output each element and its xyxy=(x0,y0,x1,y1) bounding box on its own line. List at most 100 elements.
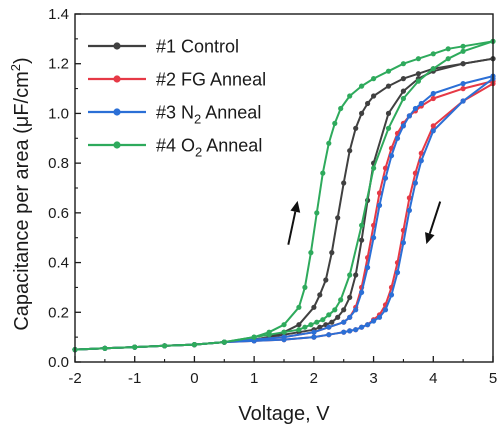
series-3-up-sweep-line xyxy=(74,75,494,351)
series-4-up-point xyxy=(251,334,257,340)
legend-label: #3 N2 Anneal xyxy=(156,103,261,127)
series-4-up-point xyxy=(445,46,451,52)
series-4-down-point xyxy=(445,56,451,62)
legend-label-main: #1 Control xyxy=(156,37,239,57)
series-3-down-point xyxy=(394,269,401,276)
y-axis-title-superscript: 2 xyxy=(8,64,23,71)
series-4-up-point xyxy=(338,105,344,112)
legend-label: #1 Control xyxy=(156,37,239,57)
series-2 xyxy=(72,78,496,353)
series-4-down-point xyxy=(302,324,308,330)
x-tick-label: 5 xyxy=(489,370,497,387)
series-1-up-sweep-line xyxy=(74,57,494,351)
y-axis-title: Capacitance per area (μF/cm2) xyxy=(8,57,33,330)
series-2-down-point xyxy=(430,123,436,129)
series-3-up-point xyxy=(376,202,383,208)
legend-item-1: #1 Control xyxy=(88,37,239,57)
series-4-up-point xyxy=(359,83,365,89)
series-4-up-point xyxy=(320,170,326,176)
y-tick-label: 1.0 xyxy=(48,105,69,122)
y-tick-label: 0.4 xyxy=(48,255,69,272)
series-4-up-point xyxy=(221,339,227,345)
series-3-down-point xyxy=(406,207,412,213)
x-tick-label: 0 xyxy=(190,370,198,387)
series-3-down-point xyxy=(365,322,371,328)
series-3-down-point xyxy=(371,318,377,324)
series-3-down-point xyxy=(347,328,353,334)
x-tick-label: 2 xyxy=(310,370,318,387)
series-1-up-point xyxy=(353,125,359,131)
series-1-up-point xyxy=(341,180,347,186)
series-4-down-point xyxy=(359,222,365,228)
series-4-up-point xyxy=(302,284,308,290)
legend-label-subscript: 2 xyxy=(194,112,201,127)
series-4-up-point xyxy=(308,250,314,256)
series-4-up-point xyxy=(102,345,108,351)
series-4-down-point xyxy=(314,319,320,325)
series-3-down-point xyxy=(412,180,418,186)
series-3-down-sweep-line xyxy=(74,77,494,351)
series-1-down-point xyxy=(347,294,353,300)
x-tick-label: 4 xyxy=(429,370,437,387)
series-4-down-point xyxy=(385,125,392,131)
series-1-up-point xyxy=(323,277,329,283)
series-1-up-point xyxy=(347,148,353,154)
series-1-up-point xyxy=(335,215,341,221)
series-4-down-point xyxy=(296,327,302,333)
plot-frame xyxy=(74,13,494,363)
series-1-down-point xyxy=(329,319,335,325)
axis-ticks: -2 -1 0 1 2 3 4 5 0.0 0.2 0.4 0.6 0.8 1.0 1.2 1.4 xyxy=(48,6,497,387)
series-3-up-point xyxy=(347,314,353,320)
y-tick-label: 0.8 xyxy=(48,155,69,172)
series-1-up-point xyxy=(329,250,335,256)
series-4-up-point xyxy=(326,140,332,146)
series-3-up-point xyxy=(353,307,359,313)
legend-label: #2 FG Anneal xyxy=(156,70,266,90)
legend-item-3: #3 N2 Anneal xyxy=(88,103,261,127)
series-3-up-point xyxy=(281,334,287,340)
series-4-down-point xyxy=(347,272,353,278)
x-tick-label: 1 xyxy=(250,370,258,387)
legend-label-subscript: 2 xyxy=(195,145,202,160)
series-3-up-point xyxy=(359,289,365,295)
y-axis-title-main: Capacitance per area (μF/cm xyxy=(11,71,33,330)
series-3-up-point xyxy=(382,175,389,181)
x-axis-title: Voltage, V xyxy=(238,403,330,425)
legend-label-tail: Anneal xyxy=(202,136,262,156)
x-tick-label: -2 xyxy=(68,370,81,387)
series-3-down-point xyxy=(418,158,424,164)
legend-swatch-marker xyxy=(113,42,121,50)
series-3-down-point xyxy=(359,324,365,330)
series-4-down-point xyxy=(338,297,344,303)
series-3-up-point xyxy=(341,319,347,325)
series-2-up-sweep-line xyxy=(74,80,494,351)
arrow-down-icon xyxy=(425,232,435,245)
legend-swatch-marker xyxy=(113,108,121,116)
series-4-up-point xyxy=(266,329,272,335)
series-1-down-point xyxy=(335,314,341,320)
series-3-up-point xyxy=(412,105,418,112)
y-tick-label: 1.2 xyxy=(48,56,69,73)
series-3-down-point xyxy=(326,332,332,338)
series-1-down-point xyxy=(341,307,347,313)
series-3-down-point xyxy=(341,329,347,335)
series-4-down-point xyxy=(371,165,377,171)
series-4-up-point xyxy=(430,51,436,57)
series-1-down-point xyxy=(400,88,406,94)
series-3-up-point xyxy=(394,135,401,141)
legend-swatch-marker xyxy=(113,141,121,149)
y-tick-label: 1.4 xyxy=(48,6,69,23)
series-3-up-point xyxy=(406,113,412,119)
series-1-up-point xyxy=(460,61,466,67)
series-1-down-point xyxy=(359,237,365,243)
series-4-up-point xyxy=(332,120,338,126)
series-4-down-point xyxy=(308,322,314,328)
series-4-down-point xyxy=(400,95,406,102)
x-tick-label: -1 xyxy=(128,370,141,387)
data-series-group xyxy=(72,38,496,353)
series-3-up-point xyxy=(418,100,424,107)
series-4-up-point xyxy=(314,210,320,216)
series-4-down-point xyxy=(415,78,421,84)
series-3-up-point xyxy=(365,264,371,271)
